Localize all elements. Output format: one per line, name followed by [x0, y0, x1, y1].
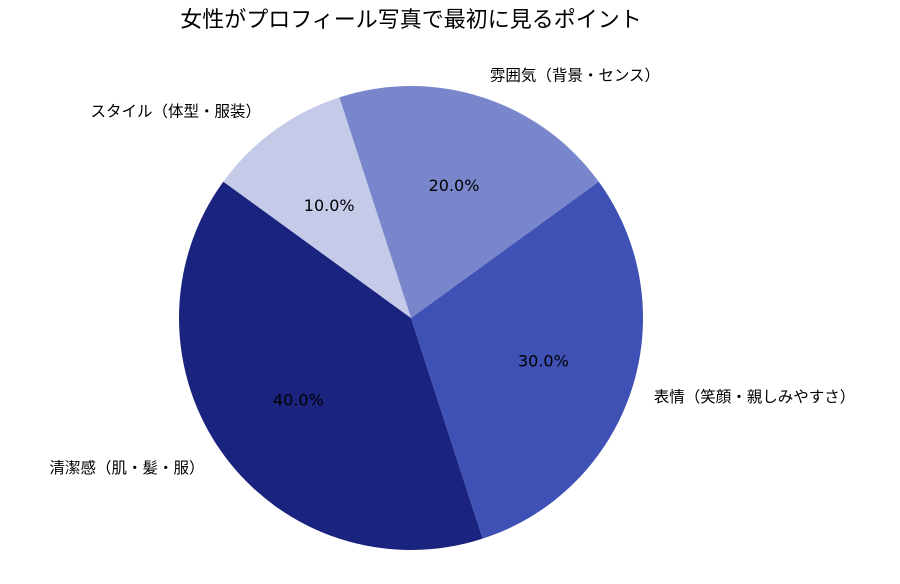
slice-percent-label: 40.0%: [273, 390, 324, 409]
pie-slices: [178, 86, 644, 551]
slice-category-label: スタイル（体型・服装）: [90, 103, 261, 121]
chart-title: 女性がプロフィール写真で最初に見るポイント: [180, 8, 642, 33]
pie-slice: [223, 97, 411, 318]
pie-slice: [411, 181, 644, 539]
pie-labels: 40.0% 清潔感（肌・髪・服） 30.0% 表情（笑顔・親しみやすさ） 20.0% 雰囲…: [50, 66, 856, 477]
slice-percent-label: 10.0%: [304, 196, 355, 215]
pie-slice: [178, 181, 483, 551]
slice-category-label: 清潔感（肌・髪・服）: [50, 459, 205, 477]
slice-category-label: 表情（笑顔・親しみやすさ）: [654, 388, 856, 406]
slice-category-label: 雰囲気（背景・センス）: [490, 66, 660, 84]
pie-slice: [339, 86, 599, 318]
slice-percent-label: 20.0%: [429, 176, 480, 195]
slice-percent-label: 30.0%: [518, 352, 569, 371]
